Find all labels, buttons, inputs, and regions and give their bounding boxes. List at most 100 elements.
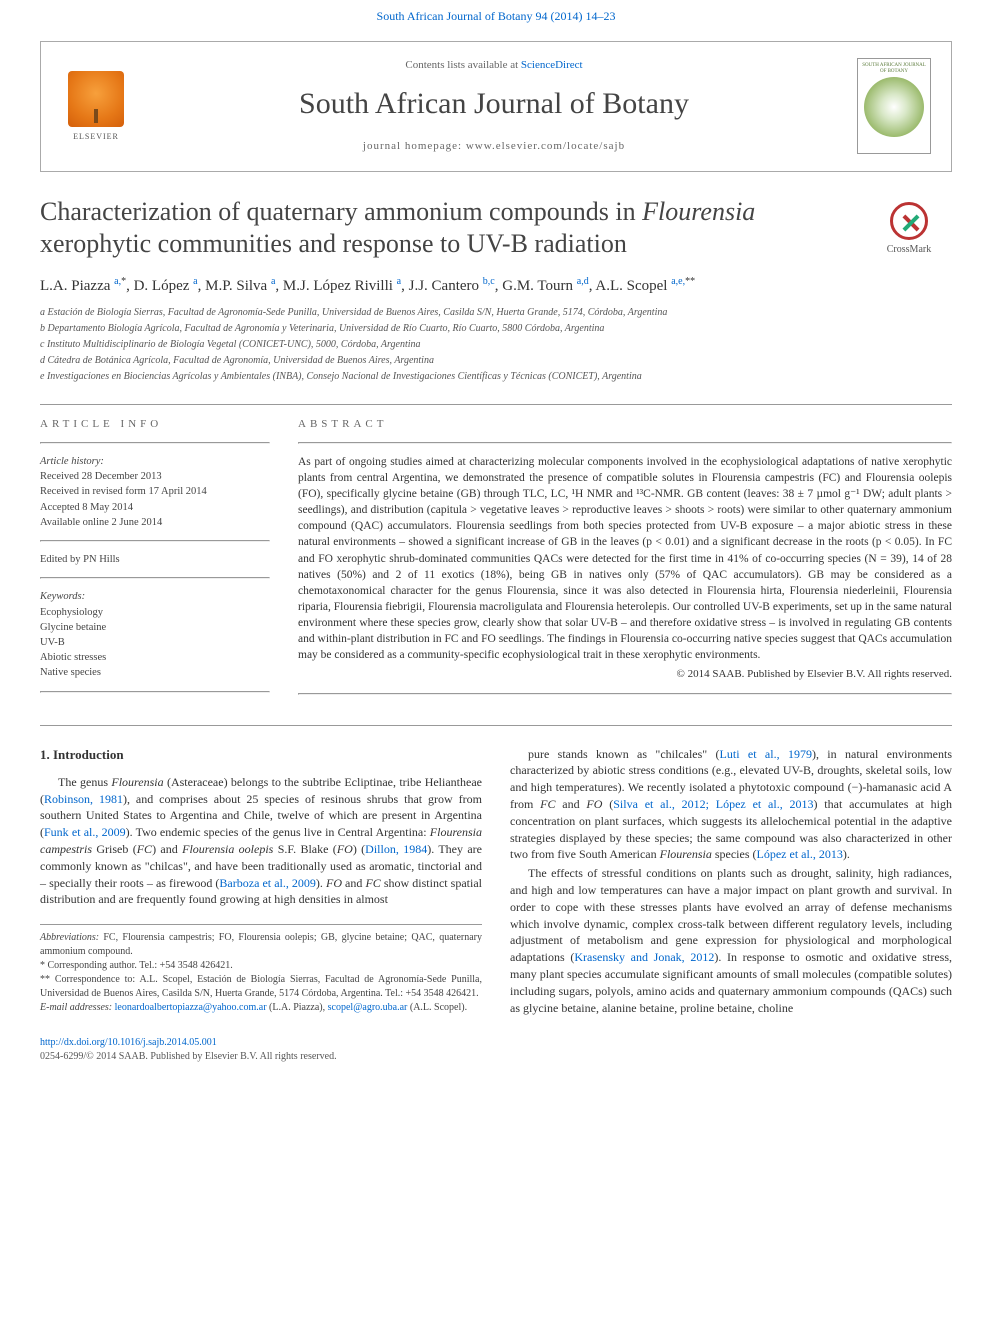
citation-link[interactable]: Funk et al., 2009: [44, 825, 126, 839]
keyword: Native species: [40, 665, 270, 680]
body-paragraph: The genus Flourensia (Asteraceae) belong…: [40, 774, 482, 908]
text: ) and: [152, 842, 182, 856]
citation-link[interactable]: López et al., 2013: [757, 847, 843, 861]
text: Griseb (: [92, 842, 137, 856]
info-rule: [40, 540, 270, 542]
abbrev-italic: FO: [586, 797, 602, 811]
info-rule: [40, 577, 270, 579]
keyword: Ecophysiology: [40, 605, 270, 620]
history-line: Received 28 December 2013: [40, 469, 270, 484]
text: ).: [316, 876, 326, 890]
abstract-column: ABSTRACT As part of ongoing studies aime…: [298, 417, 952, 705]
doi-link[interactable]: http://dx.doi.org/10.1016/j.sajb.2014.05…: [40, 1037, 217, 1048]
edited-by: Edited by PN Hills: [40, 552, 270, 567]
journal-citation-link[interactable]: South African Journal of Botany 94 (2014…: [377, 9, 616, 23]
citation-link[interactable]: Silva et al., 2012; López et al., 2013: [613, 797, 813, 811]
abbrev-italic: FO: [326, 876, 342, 890]
email-link-2[interactable]: scopel@agro.uba.ar: [328, 1002, 408, 1013]
species-italic: Flourensia oolepis: [182, 842, 273, 856]
crossmark-widget[interactable]: CrossMark: [866, 202, 952, 257]
cover-image-icon: [864, 77, 924, 137]
email-who-2: (A.L. Scopel).: [407, 1002, 467, 1013]
journal-title: South African Journal of Botany: [151, 83, 837, 125]
history-label: Article history:: [40, 454, 270, 469]
text: ).: [843, 847, 850, 861]
title-part-1: Characterization of quaternary ammonium …: [40, 197, 642, 226]
affiliation-line: a Estación de Biología Sierras, Facultad…: [40, 305, 952, 320]
corresponding-author-1: * Corresponding author. Tel.: +54 3548 4…: [40, 959, 482, 973]
elsevier-tree-icon: [68, 71, 124, 127]
title-part-2: xerophytic communities and response to U…: [40, 229, 627, 258]
text: pure stands known as "chilcales" (: [528, 747, 720, 761]
citation-link[interactable]: Luti et al., 1979: [720, 747, 812, 761]
info-abstract-row: ARTICLE INFO Article history: Received 2…: [40, 417, 952, 705]
authors-line: L.A. Piazza a,*, D. López a, M.P. Silva …: [40, 275, 952, 297]
affiliations-block: a Estación de Biología Sierras, Facultad…: [40, 305, 952, 384]
sciencedirect-line: Contents lists available at ScienceDirec…: [151, 58, 837, 73]
email-who-1: (L.A. Piazza),: [267, 1002, 328, 1013]
text: S.F. Blake (: [273, 842, 336, 856]
history-line: Received in revised form 17 April 2014: [40, 484, 270, 499]
text: (: [602, 797, 613, 811]
sciencedirect-link[interactable]: ScienceDirect: [521, 59, 583, 71]
keyword: Abiotic stresses: [40, 650, 270, 665]
keywords-label: Keywords:: [40, 589, 270, 604]
email-link-1[interactable]: leonardoalbertopiazza@yahoo.com.ar: [115, 1002, 267, 1013]
issn-copyright-line: 0254-6299/© 2014 SAAB. Published by Else…: [40, 1050, 952, 1064]
article-history: Article history: Received 28 December 20…: [40, 454, 270, 530]
article-info-column: ARTICLE INFO Article history: Received 2…: [40, 417, 270, 705]
body-paragraph: pure stands known as "chilcales" (Luti e…: [510, 746, 952, 864]
article-title: Characterization of quaternary ammonium …: [40, 196, 850, 261]
body-columns: 1. Introduction The genus Flourensia (As…: [40, 746, 952, 1019]
section-heading-intro: 1. Introduction: [40, 746, 482, 764]
info-rule: [40, 442, 270, 444]
email-addresses: E-mail addresses: leonardoalbertopiazza@…: [40, 1001, 482, 1015]
abbreviations-line: Abbreviations: FC, Flourensia campestris…: [40, 931, 482, 959]
genus-italic: Flourensia: [111, 775, 163, 789]
elsevier-wordmark: ELSEVIER: [73, 131, 119, 142]
journal-cover-thumbnail[interactable]: SOUTH AFRICAN JOURNAL OF BOTANY: [857, 58, 931, 154]
citation-link[interactable]: Barboza et al., 2009: [219, 876, 316, 890]
keywords-block: Keywords: EcophysiologyGlycine betaineUV…: [40, 589, 270, 680]
keyword: Glycine betaine: [40, 620, 270, 635]
footnotes-block: Abbreviations: FC, Flourensia campestris…: [40, 924, 482, 1015]
affiliation-line: d Cátedra de Botánica Agrícola, Facultad…: [40, 353, 952, 368]
crossmark-icon: [890, 202, 928, 240]
abbrev-label: Abbreviations:: [40, 932, 99, 943]
article-info-header: ARTICLE INFO: [40, 417, 270, 432]
citation-link[interactable]: Dillon, 1984: [365, 842, 427, 856]
history-line: Accepted 8 May 2014: [40, 500, 270, 515]
text: and: [555, 797, 586, 811]
keyword: UV-B: [40, 635, 270, 650]
genus-italic: Flourensia: [660, 847, 712, 861]
affiliation-line: e Investigaciones en Biociencias Agrícol…: [40, 369, 952, 384]
abbrev-italic: FO: [337, 842, 353, 856]
affiliation-line: b Departamento Biología Agrícola, Facult…: [40, 321, 952, 336]
corresponding-author-2: ** Correspondence to: A.L. Scopel, Estac…: [40, 973, 482, 1001]
journal-header: ELSEVIER Contents lists available at Sci…: [40, 41, 952, 172]
history-line: Available online 2 June 2014: [40, 515, 270, 530]
article-title-row: Characterization of quaternary ammonium …: [40, 196, 952, 261]
abstract-text: As part of ongoing studies aimed at char…: [298, 454, 952, 663]
abstract-header: ABSTRACT: [298, 417, 952, 432]
text: The genus: [58, 775, 111, 789]
cover-caption: SOUTH AFRICAN JOURNAL OF BOTANY: [862, 63, 926, 74]
text: ). Two endemic species of the genus live…: [126, 825, 430, 839]
text: ) (: [353, 842, 365, 856]
abbrev-italic: FC: [365, 876, 380, 890]
citation-link[interactable]: Robinson, 1981: [44, 792, 123, 806]
body-column-left: 1. Introduction The genus Flourensia (As…: [40, 746, 482, 1019]
journal-homepage: journal homepage: www.elsevier.com/locat…: [151, 139, 837, 154]
citation-link[interactable]: Krasensky and Jonak, 2012: [574, 950, 714, 964]
elsevier-logo[interactable]: ELSEVIER: [61, 66, 131, 146]
affiliation-line: c Instituto Multidisciplinario de Biolog…: [40, 337, 952, 352]
page-main: Characterization of quaternary ammonium …: [0, 196, 992, 1095]
abbrev-italic: FC: [137, 842, 152, 856]
abstract-rule: [298, 442, 952, 444]
horizontal-rule: [40, 725, 952, 726]
info-rule: [40, 691, 270, 693]
email-label: E-mail addresses:: [40, 1002, 112, 1013]
text: species (: [712, 847, 757, 861]
text: and: [342, 876, 365, 890]
abbrev-italic: FC: [540, 797, 555, 811]
